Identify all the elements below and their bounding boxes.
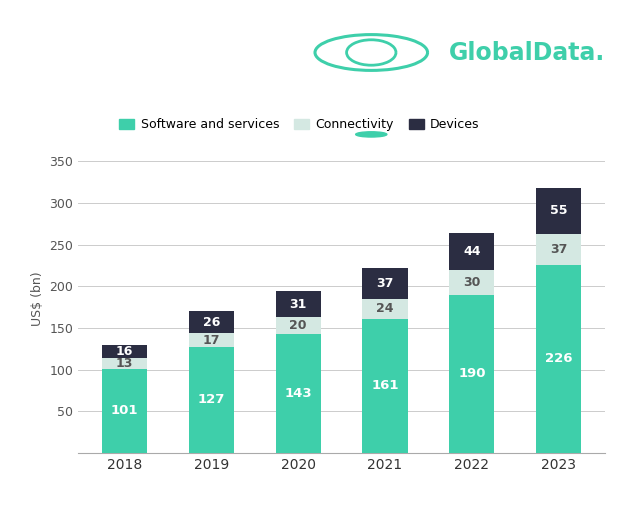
Text: 143: 143: [285, 387, 312, 400]
Bar: [276, 292, 321, 317]
Bar: [536, 264, 582, 453]
Bar: [363, 299, 407, 319]
Text: 20: 20: [290, 319, 307, 332]
Bar: [102, 344, 147, 358]
Text: 127: 127: [198, 393, 225, 407]
Text: 161: 161: [371, 379, 399, 392]
Bar: [189, 347, 234, 453]
Text: 13: 13: [116, 357, 134, 370]
Y-axis label: US$ (bn): US$ (bn): [31, 271, 44, 326]
Bar: [189, 333, 234, 347]
Circle shape: [356, 132, 387, 137]
Text: Global IoT revenue by
technology segment ($bn),
2018–2023: Global IoT revenue by technology segment…: [19, 23, 251, 82]
Bar: [449, 233, 494, 270]
Bar: [102, 358, 147, 369]
Text: 101: 101: [111, 404, 139, 417]
Bar: [449, 295, 494, 453]
Text: 16: 16: [116, 344, 134, 358]
Bar: [536, 188, 582, 234]
Text: GlobalData.: GlobalData.: [449, 40, 605, 65]
Text: 30: 30: [463, 276, 480, 289]
Text: 31: 31: [290, 298, 307, 311]
Text: 17: 17: [203, 333, 220, 347]
Bar: [363, 268, 407, 299]
Text: 44: 44: [463, 245, 480, 258]
Text: 26: 26: [203, 316, 220, 329]
Text: 226: 226: [545, 352, 572, 365]
Bar: [536, 234, 582, 264]
Bar: [102, 369, 147, 453]
Bar: [276, 334, 321, 453]
Bar: [363, 319, 407, 453]
Text: 55: 55: [550, 205, 567, 217]
Text: 37: 37: [376, 277, 394, 290]
Bar: [449, 270, 494, 295]
Bar: [276, 317, 321, 334]
Text: 37: 37: [550, 243, 567, 256]
Text: 24: 24: [376, 302, 394, 315]
Text: 190: 190: [458, 367, 485, 380]
Text: Source: GlobalData, Technology Intelligence Centre: Source: GlobalData, Technology Intellige…: [99, 499, 525, 514]
Bar: [189, 311, 234, 333]
Legend: Software and services, Connectivity, Devices: Software and services, Connectivity, Dev…: [114, 113, 484, 136]
